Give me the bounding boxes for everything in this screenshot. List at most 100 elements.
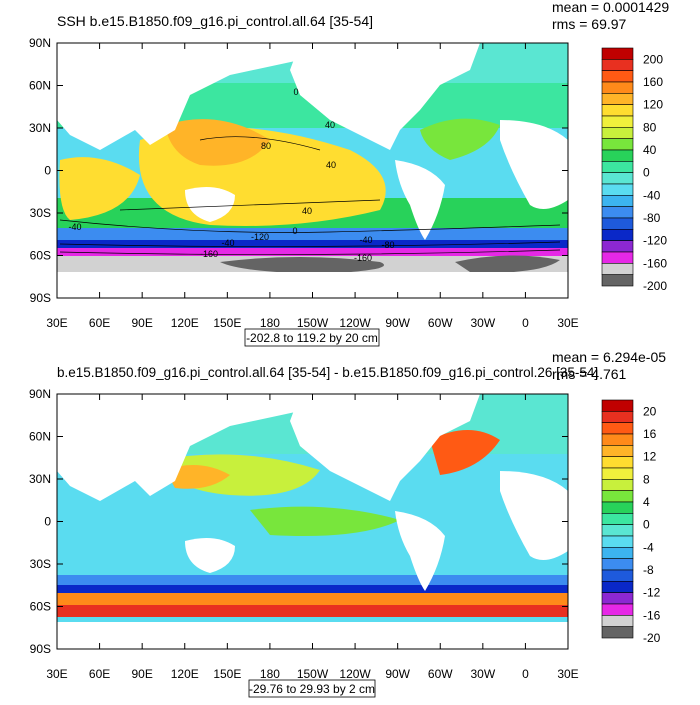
- y-tick-label: 60S: [30, 249, 51, 263]
- contour-label: 40: [325, 120, 335, 130]
- colorbar-segment: [601, 422, 634, 435]
- colorbar-label: 80: [643, 120, 657, 134]
- y-axis: 90N 60N 30N 0 30S 60S 90S: [29, 387, 568, 656]
- contour-label: 40: [326, 160, 336, 170]
- acc-blue: [57, 575, 568, 585]
- colorbar-label: -8: [643, 563, 654, 577]
- land-australia: [185, 186, 235, 222]
- colorbar-label: -120: [643, 234, 667, 248]
- range-box-border: [244, 328, 380, 347]
- colorbar-label: 0: [643, 518, 650, 532]
- colorbar-label: 16: [643, 427, 657, 441]
- x-tick-label: 60E: [89, 667, 110, 681]
- contour-label: -160: [200, 249, 218, 259]
- colorbar-segment: [601, 251, 634, 264]
- contour-label: -160: [354, 253, 372, 263]
- land-south-america: [395, 160, 445, 240]
- colorbar-label: 4: [643, 495, 650, 509]
- colorbar-segment: [601, 456, 634, 469]
- x-tick-label: 120E: [171, 667, 199, 681]
- stat-rms: rms = 4.761: [552, 366, 627, 382]
- y-tick-label: 60N: [29, 430, 51, 444]
- colorbar-segment: [601, 104, 634, 117]
- colorbar-segment: [601, 183, 634, 196]
- x-tick-label: 180: [260, 667, 280, 681]
- x-tick-label: 90E: [131, 316, 152, 330]
- colorbar-segment: [601, 81, 634, 94]
- colorbar-segment: [601, 172, 634, 185]
- contour-label: 0: [292, 226, 297, 236]
- kuroshio-warm: [165, 465, 230, 489]
- contour-label: -80: [381, 240, 394, 250]
- x-tick-label: 0: [522, 667, 529, 681]
- weddell-low: [455, 255, 560, 273]
- map-area: [56, 42, 569, 299]
- contour-0: [59, 219, 561, 233]
- land-north-america: [290, 394, 480, 501]
- y-tick-label: 30N: [29, 472, 51, 486]
- x-tick-label: 60W: [428, 316, 453, 330]
- southern-red: [57, 605, 568, 617]
- range-label: -202.8 to 119.2 by 20 cm: [246, 331, 378, 345]
- x-tick-label: 60W: [428, 667, 453, 681]
- colorbar-label: -12: [643, 586, 661, 600]
- contour-label: -40: [359, 235, 372, 245]
- ocean-band-acc: [57, 228, 568, 240]
- colorbar-segment: [601, 138, 634, 151]
- stat-mean: mean = 0.0001429: [552, 0, 669, 15]
- colorbar-label: 0: [643, 166, 650, 180]
- colorbar-segment: [601, 467, 634, 480]
- x-axis: 30E 60E 90E 120E 150E 180 150W 120W 90W 60W 30W 0 30…: [46, 394, 579, 681]
- colorbar-segment: [601, 433, 634, 446]
- x-tick-label: 60E: [89, 316, 110, 330]
- southern-warm: [57, 593, 568, 605]
- colorbar-label: 40: [643, 143, 657, 157]
- atlantic-high: [420, 118, 500, 160]
- contour-label: 80: [261, 141, 271, 151]
- colorbar-segment: [601, 524, 634, 537]
- colorbar-label: 120: [643, 98, 663, 112]
- colorbar-segment: [601, 274, 634, 287]
- colorbar-segment: [601, 127, 634, 139]
- colorbar-label: -4: [643, 540, 654, 554]
- colorbar-label: -20: [643, 631, 661, 645]
- colorbar-segment: [601, 240, 634, 253]
- x-tick-label: 150W: [297, 316, 329, 330]
- y-tick-label: 90N: [29, 387, 51, 401]
- antarctic-low: [220, 257, 384, 274]
- colorbar: 20 16 12 8 4 0 -4 -8 -12 -16 -20: [601, 399, 661, 645]
- land-africa: [500, 120, 568, 209]
- ocean-band-acc2: [57, 240, 568, 248]
- colorbar-segment: [601, 479, 634, 491]
- panel-ssh: SSH b.e15.B1850.f09_g16.pi_control.all.6…: [29, 0, 669, 347]
- range-box-border: [248, 679, 376, 698]
- colorbar-segment: [601, 161, 634, 173]
- y-axis: 90N 60N 30N 0 30S 60S 90S: [29, 36, 568, 305]
- x-tick-label: 0: [522, 316, 529, 330]
- colorbar-label: -16: [643, 608, 661, 622]
- x-tick-label: 180: [260, 316, 280, 330]
- colorbar-segment: [601, 229, 634, 241]
- x-tick-label: 120W: [339, 667, 371, 681]
- land-australia: [185, 537, 235, 573]
- colorbar-segment: [601, 490, 634, 503]
- indian-high: [59, 157, 140, 220]
- range-label: -29.76 to 29.93 by 2 cm: [249, 682, 375, 696]
- y-tick-label: 90S: [30, 642, 51, 656]
- colorbar: 200 160 120 80 40 0 -40 -80 -120 -160 -200: [601, 47, 667, 293]
- y-tick-label: 30S: [30, 557, 51, 571]
- map-area: [56, 393, 569, 650]
- colorbar-segment: [601, 70, 634, 83]
- x-tick-label: 150E: [213, 667, 241, 681]
- y-tick-label: 0: [44, 515, 51, 529]
- range-box: -29.76 to 29.93 by 2 cm: [248, 679, 376, 698]
- stat-mean: mean = 6.294e-05: [552, 349, 666, 365]
- colorbar-segment: [601, 149, 634, 162]
- kuroshio-high: [165, 119, 270, 166]
- colorbar-label: -80: [643, 211, 661, 225]
- colorbar-segment: [601, 411, 634, 423]
- ocean-band-acc3: [57, 248, 568, 256]
- colorbar-label: -160: [643, 256, 667, 270]
- x-tick-label: 30E: [46, 316, 67, 330]
